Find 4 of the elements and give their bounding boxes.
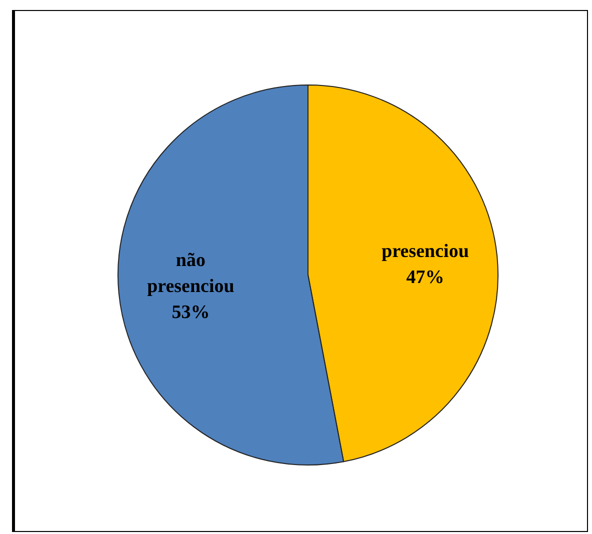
slice-label: não presenciou	[147, 250, 235, 298]
data-label: 53%	[172, 302, 210, 324]
data-label: 47%	[406, 266, 444, 288]
slice-label: presenciou	[382, 240, 470, 262]
